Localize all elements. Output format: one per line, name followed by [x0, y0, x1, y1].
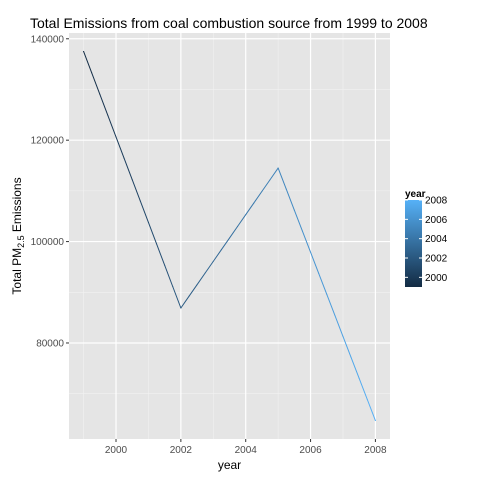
series-segment: [147, 221, 158, 245]
series-segment: [99, 93, 109, 117]
series-segment: [156, 243, 166, 266]
series-segment: [107, 115, 117, 138]
series-segment: [342, 335, 352, 358]
data-point: [277, 167, 279, 169]
series-segment: [212, 249, 222, 262]
series-segment: [204, 260, 214, 274]
legend-tick-label: 2004: [425, 234, 448, 245]
series-segment: [310, 251, 320, 274]
x-tick-label: 2008: [364, 445, 387, 456]
series-segment: [366, 399, 376, 422]
y-axis-label-end: Emissions: [10, 177, 24, 235]
series-segment: [164, 264, 174, 288]
series-segment: [172, 286, 182, 309]
y-tick-label: 120000: [31, 136, 65, 147]
legend-tick-label: 2008: [425, 196, 448, 207]
x-tick-label: 2000: [105, 445, 128, 456]
series-segment: [301, 230, 312, 253]
y-tick-label: 140000: [31, 34, 65, 45]
y-axis-label-subscript: 2.5: [16, 235, 26, 248]
series-segment: [326, 293, 336, 316]
series-segment: [245, 202, 255, 216]
y-axis-label-main: Total PM: [10, 248, 24, 295]
series-segment: [334, 314, 344, 337]
y-tick-label: 80000: [36, 338, 64, 349]
series-segment: [180, 295, 190, 309]
y-axis-label: Total PM2.5 Emissions: [10, 177, 26, 294]
series-segment: [123, 157, 133, 181]
x-tick-label: 2004: [235, 445, 258, 456]
x-tick-label: 2002: [170, 445, 193, 456]
data-point: [374, 420, 376, 422]
x-axis-label: year: [218, 458, 241, 472]
series-segment: [318, 272, 328, 295]
legend-tick-label: 2002: [425, 254, 448, 265]
series-segment: [237, 214, 247, 227]
legend: year 2000 2002 2004 2006 2008: [405, 189, 448, 287]
series-segment: [115, 136, 125, 159]
series-segment: [261, 179, 271, 192]
series-segment: [188, 284, 198, 297]
series-segment: [83, 50, 93, 74]
series-segment: [293, 209, 303, 232]
legend-title: year: [405, 189, 426, 200]
series-segment: [229, 225, 239, 239]
plot-panel: [69, 33, 390, 439]
chart-title: Total Emissions from coal combustion sou…: [30, 15, 428, 31]
minor-gridlines: [69, 33, 390, 439]
y-axis-ticks: 80000 100000 120000 140000: [31, 34, 69, 349]
data-point: [180, 307, 182, 309]
series-segment: [350, 356, 360, 379]
legend-tick-label: 2006: [425, 215, 448, 226]
series-segment: [285, 188, 295, 211]
legend-colorbar: [405, 200, 422, 287]
series-segment: [277, 167, 287, 190]
series-segment: [131, 179, 141, 202]
legend-tick-label: 2000: [425, 273, 448, 284]
data-point: [83, 50, 85, 52]
series-segment: [91, 72, 101, 95]
series-segment: [358, 377, 368, 401]
x-tick-label: 2006: [299, 445, 322, 456]
series-line: [83, 50, 376, 422]
series-segment: [269, 167, 279, 181]
series-segment: [253, 190, 263, 204]
series-segment: [220, 237, 230, 251]
major-gridlines: [69, 33, 390, 439]
series-segment: [196, 272, 206, 286]
y-tick-label: 100000: [31, 237, 65, 248]
x-axis-ticks: 2000 2002 2004 2006 2008: [105, 439, 387, 456]
series-segment: [139, 200, 149, 223]
legend-ticks: 2000 2002 2004 2006 2008: [405, 196, 448, 284]
